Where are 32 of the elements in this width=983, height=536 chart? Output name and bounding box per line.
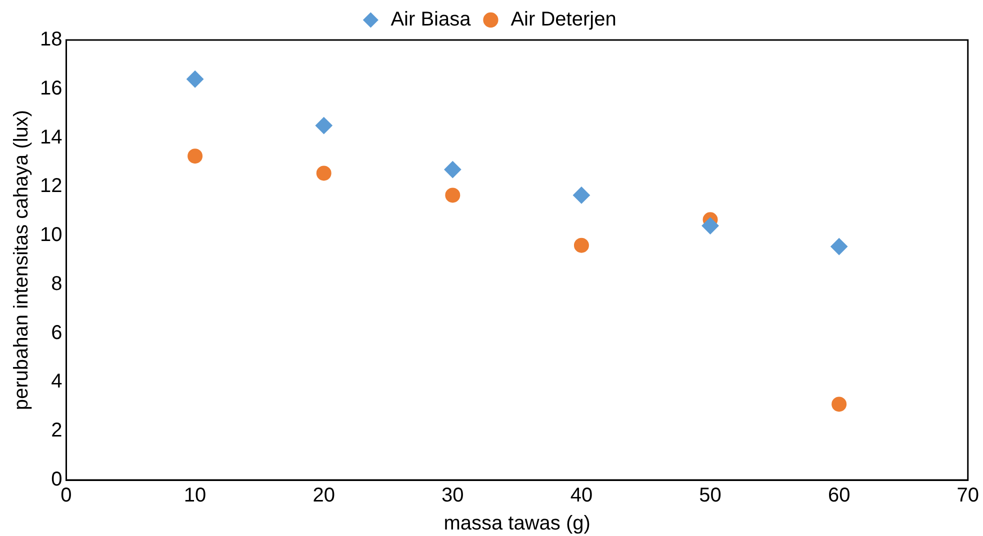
x-tick-label: 40 (570, 484, 593, 507)
x-tick-label: 10 (184, 484, 206, 507)
y-tick-label: 12 (40, 175, 62, 198)
point (444, 161, 462, 178)
legend-label: Air Deterjen (510, 8, 616, 31)
point (702, 217, 719, 234)
point (315, 117, 332, 134)
point (574, 238, 589, 253)
y-tick-label: 16 (40, 77, 62, 100)
point (830, 238, 848, 256)
y-axis-title: perubahan intensitas cahaya (lux) (10, 110, 33, 410)
y-tick-label: 4 (51, 370, 62, 393)
x-tick-label: 60 (828, 484, 850, 507)
point (316, 166, 332, 181)
x-tick-label: 50 (699, 484, 722, 507)
x-axis-title: massa tawas (g) (444, 512, 590, 535)
point (572, 186, 590, 204)
y-tick-label: 18 (40, 28, 62, 51)
legend-label: Air Biasa (390, 8, 472, 31)
y-tick-label: 2 (51, 420, 62, 442)
x-tick-label: 70 (956, 484, 979, 507)
x-tick-label: 30 (442, 484, 464, 507)
y-tick-label: 8 (51, 272, 62, 295)
point (188, 148, 203, 164)
y-tick-label: 10 (40, 224, 62, 246)
y-tick-label: 14 (40, 126, 62, 148)
point (445, 188, 460, 203)
y-tick-label: 6 (51, 322, 62, 344)
point (186, 70, 204, 88)
y-tick-label: 0 (51, 468, 62, 491)
x-tick-label: 20 (312, 484, 335, 507)
point (832, 396, 847, 412)
